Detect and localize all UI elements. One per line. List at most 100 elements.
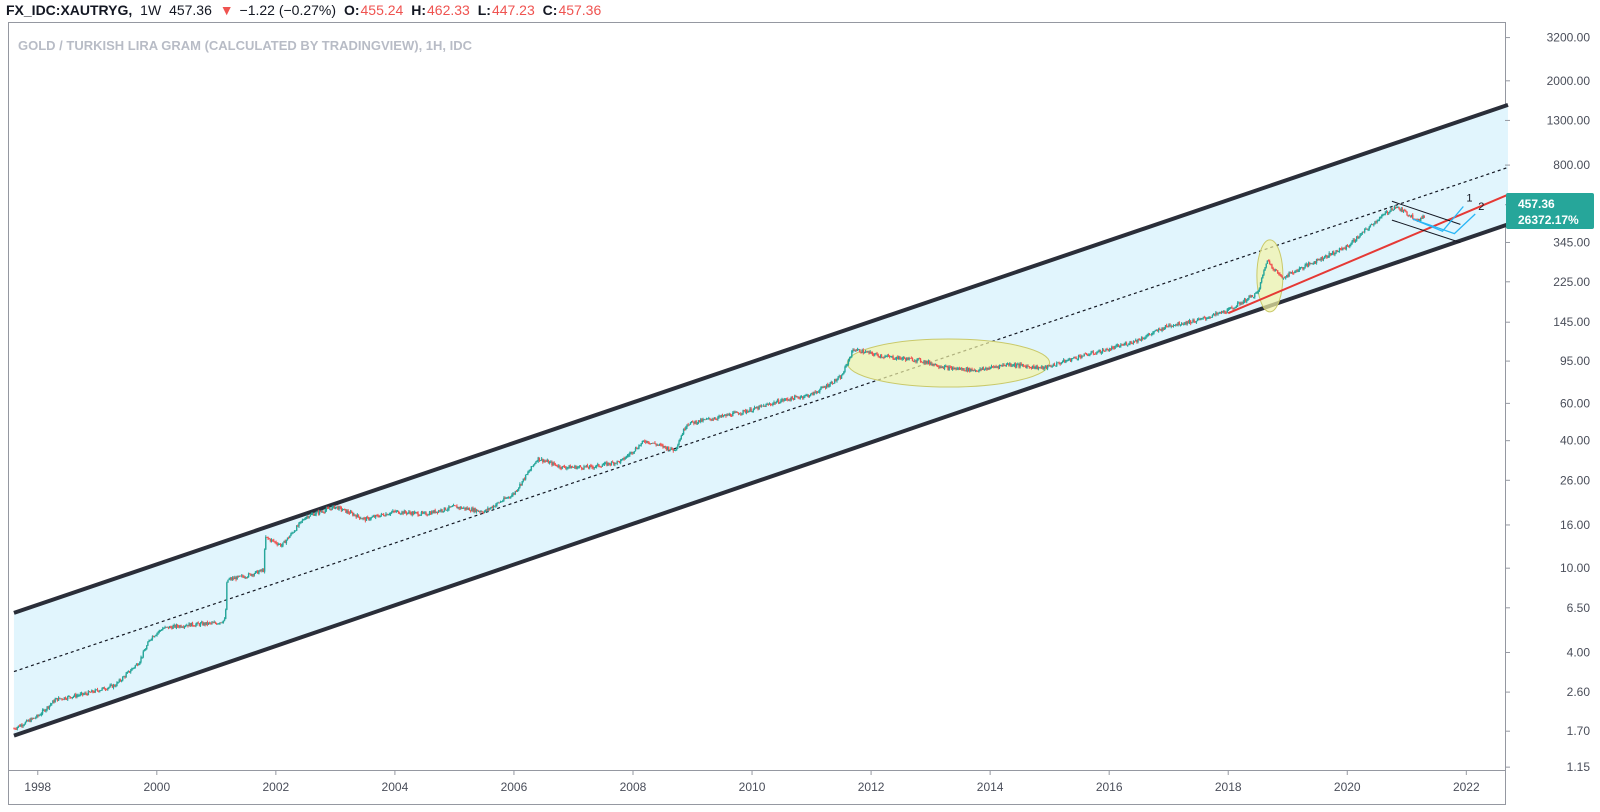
candle-body bbox=[154, 635, 156, 638]
candle-body bbox=[1402, 210, 1405, 212]
candle-body bbox=[748, 410, 750, 413]
candle-body bbox=[1098, 350, 1100, 352]
channel-upper-line[interactable] bbox=[13, 102, 1509, 615]
candle-body bbox=[303, 519, 306, 521]
channel-median-line[interactable] bbox=[13, 166, 1509, 673]
candle-body bbox=[1254, 293, 1256, 298]
candle-body bbox=[321, 511, 323, 513]
candle-body bbox=[1173, 325, 1176, 326]
candle-body bbox=[35, 717, 37, 719]
drawings[interactable]: 12 bbox=[1227, 192, 1509, 315]
candle-body bbox=[705, 418, 708, 420]
candle-body bbox=[1210, 317, 1212, 319]
candle-body bbox=[982, 368, 985, 370]
candle-body bbox=[638, 445, 640, 449]
candle-body bbox=[654, 442, 656, 444]
descending-channel-bottom[interactable] bbox=[1391, 219, 1461, 243]
candle-body bbox=[236, 576, 238, 580]
candle-body bbox=[769, 403, 772, 405]
highlight-ellipse[interactable] bbox=[846, 338, 1051, 388]
candle-body bbox=[496, 502, 498, 505]
highlight-ellipses[interactable] bbox=[846, 239, 1284, 388]
candle-body bbox=[1363, 229, 1366, 233]
price-axis[interactable]: 3200.002000.001300.00800.00520.00345.002… bbox=[1505, 31, 1590, 775]
candle-body bbox=[275, 541, 277, 544]
candle-body bbox=[1386, 211, 1389, 214]
candle-body bbox=[1260, 278, 1263, 283]
candle-body bbox=[986, 368, 988, 370]
candle-body bbox=[1012, 365, 1014, 367]
candle-body bbox=[630, 451, 632, 454]
candle-body bbox=[692, 421, 694, 422]
candle-body bbox=[908, 357, 910, 360]
candle-body bbox=[622, 458, 624, 460]
candle-body bbox=[81, 692, 84, 695]
candle-body bbox=[930, 363, 932, 365]
candle-body bbox=[819, 389, 821, 393]
candle-body bbox=[502, 500, 504, 502]
candle-body bbox=[1280, 274, 1282, 277]
candle-body bbox=[1186, 321, 1188, 325]
candle-body bbox=[431, 511, 433, 515]
candle-body bbox=[203, 622, 205, 626]
candle-body bbox=[1041, 366, 1043, 368]
candle-body bbox=[629, 453, 631, 456]
candle-body bbox=[994, 366, 996, 368]
candle-body bbox=[623, 458, 625, 460]
candle-body bbox=[1220, 311, 1223, 314]
time-axis[interactable]: 1998 2000 2002 2004 2006 2008 2010 2012 2014 2016… bbox=[24, 770, 1480, 794]
candle-body bbox=[447, 509, 449, 511]
candle-body bbox=[512, 493, 514, 496]
red-trendline[interactable] bbox=[1227, 193, 1509, 315]
candle-body bbox=[171, 627, 173, 629]
candle-body bbox=[191, 622, 194, 626]
candle-body bbox=[1252, 297, 1255, 298]
candle-body bbox=[131, 668, 133, 671]
candle-body bbox=[603, 462, 606, 465]
candle-body bbox=[1202, 317, 1204, 319]
candle-body bbox=[1157, 329, 1160, 332]
candle-body bbox=[377, 515, 379, 517]
candle-body bbox=[1378, 217, 1381, 220]
candle-body bbox=[752, 408, 755, 412]
candle-body bbox=[1036, 366, 1038, 369]
candle-body bbox=[1064, 359, 1066, 363]
candle-body bbox=[1278, 273, 1280, 275]
candle-body bbox=[456, 505, 458, 509]
candle-body bbox=[946, 366, 948, 367]
candle-body bbox=[25, 720, 28, 722]
channel-lower-line[interactable] bbox=[13, 222, 1509, 738]
candle-body bbox=[358, 516, 361, 519]
interval-label[interactable]: 1W bbox=[140, 2, 162, 18]
symbol-name[interactable]: FX_IDC:XAUTRYG, bbox=[6, 2, 133, 18]
candle-body bbox=[1264, 267, 1266, 271]
candle-body bbox=[1272, 267, 1274, 270]
candle-body bbox=[985, 368, 987, 369]
candle-body bbox=[55, 698, 58, 700]
candle-body bbox=[1069, 358, 1072, 361]
candle-body bbox=[432, 511, 434, 513]
highlight-ellipse[interactable] bbox=[1256, 239, 1284, 313]
candle-body bbox=[180, 625, 182, 628]
candle-body bbox=[150, 638, 153, 641]
candle-body bbox=[262, 569, 265, 572]
candle-body bbox=[710, 419, 712, 421]
descending-channel-top[interactable] bbox=[1391, 200, 1461, 225]
candle-body bbox=[390, 512, 393, 513]
candle-body bbox=[1075, 357, 1077, 359]
candle-body bbox=[102, 687, 104, 689]
candle-body bbox=[1030, 367, 1033, 369]
price-change: −1.22 (−0.27%) bbox=[239, 2, 337, 18]
candle-body bbox=[305, 517, 307, 520]
projection-arrow-2[interactable] bbox=[1412, 213, 1476, 235]
candle-body bbox=[744, 410, 747, 413]
candle-body bbox=[1294, 271, 1296, 274]
candle-body bbox=[957, 368, 960, 369]
candle-body bbox=[1218, 311, 1220, 313]
time-tick-label: 2000 bbox=[143, 780, 170, 794]
candle-body bbox=[247, 573, 250, 577]
candle-body bbox=[354, 514, 356, 516]
candle-body bbox=[120, 680, 123, 682]
regression-channel[interactable] bbox=[13, 102, 1509, 738]
